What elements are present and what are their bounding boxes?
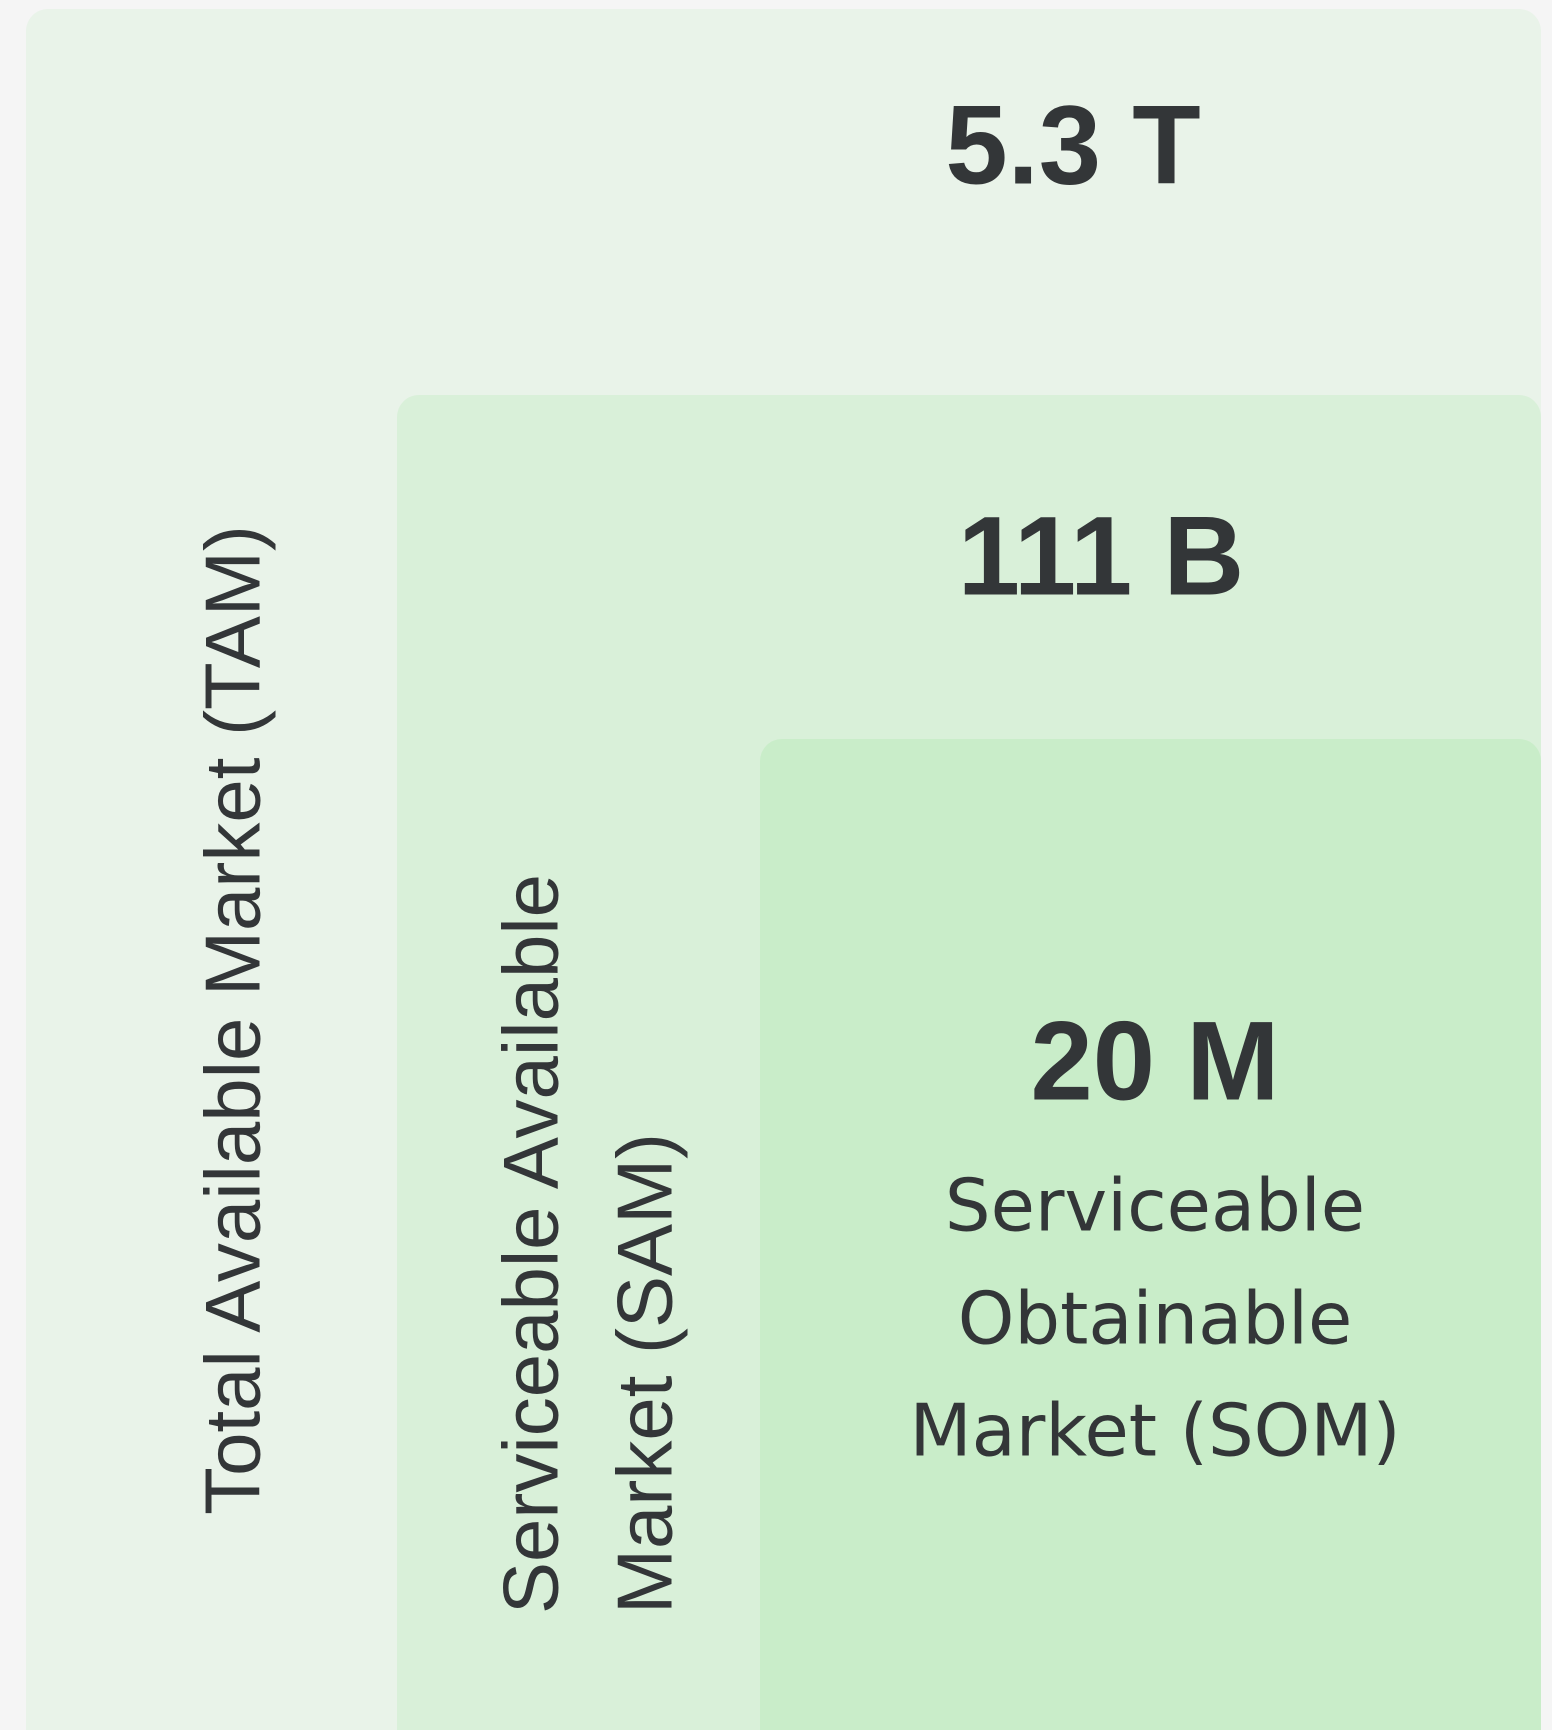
tam-value: 5.3 T — [945, 83, 1200, 208]
som-label-line: Market (SOM) — [909, 1389, 1400, 1473]
tam-label: Total Available Market (TAM) — [189, 525, 277, 1515]
sam-label-line: Market (SAM) — [601, 1133, 689, 1614]
som-label-line: Serviceable — [945, 1164, 1365, 1248]
som-label-line: Obtainable — [958, 1277, 1353, 1361]
som-value: 20 M — [1031, 999, 1280, 1124]
som-box — [760, 739, 1541, 1730]
sam-value: 111 B — [958, 494, 1245, 619]
sam-label-line: Serviceable Available — [487, 874, 575, 1614]
